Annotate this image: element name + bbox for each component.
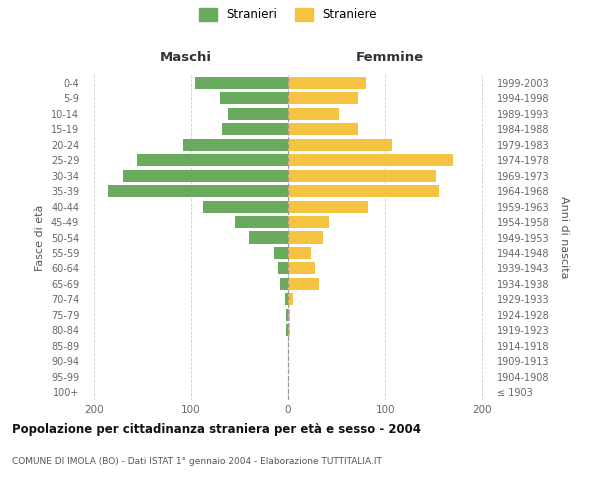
Bar — [288, 108, 338, 120]
Bar — [288, 309, 290, 321]
Bar — [249, 232, 288, 243]
Bar — [288, 200, 368, 212]
Bar — [288, 138, 392, 150]
Bar — [288, 123, 358, 135]
Bar — [222, 123, 288, 135]
Text: Popolazione per cittadinanza straniera per età e sesso - 2004: Popolazione per cittadinanza straniera p… — [12, 422, 421, 436]
Y-axis label: Fasce di età: Fasce di età — [35, 204, 45, 270]
Bar — [288, 92, 358, 104]
Bar — [203, 200, 288, 212]
Text: Maschi: Maschi — [160, 51, 212, 64]
Bar — [288, 278, 319, 290]
Bar — [286, 309, 288, 321]
Text: COMUNE DI IMOLA (BO) - Dati ISTAT 1° gennaio 2004 - Elaborazione TUTTITALIA.IT: COMUNE DI IMOLA (BO) - Dati ISTAT 1° gen… — [12, 458, 382, 466]
Bar — [288, 185, 439, 197]
Bar — [288, 324, 290, 336]
Bar — [108, 185, 288, 197]
Bar — [228, 108, 288, 120]
Bar — [285, 294, 288, 306]
Bar — [183, 138, 288, 150]
Text: Femmine: Femmine — [356, 51, 424, 64]
Y-axis label: Anni di nascita: Anni di nascita — [559, 196, 569, 279]
Bar — [195, 76, 288, 89]
Bar — [288, 216, 329, 228]
Bar — [288, 232, 323, 243]
Bar — [137, 154, 288, 166]
Bar — [280, 278, 288, 290]
Bar — [288, 262, 315, 274]
Bar — [220, 92, 288, 104]
Bar — [288, 247, 311, 259]
Bar — [288, 154, 453, 166]
Bar — [288, 294, 293, 306]
Bar — [286, 324, 288, 336]
Bar — [288, 170, 436, 181]
Bar — [123, 170, 288, 181]
Bar — [278, 262, 288, 274]
Bar — [235, 216, 288, 228]
Legend: Stranieri, Straniere: Stranieri, Straniere — [199, 8, 377, 22]
Bar — [288, 76, 366, 89]
Bar — [274, 247, 288, 259]
